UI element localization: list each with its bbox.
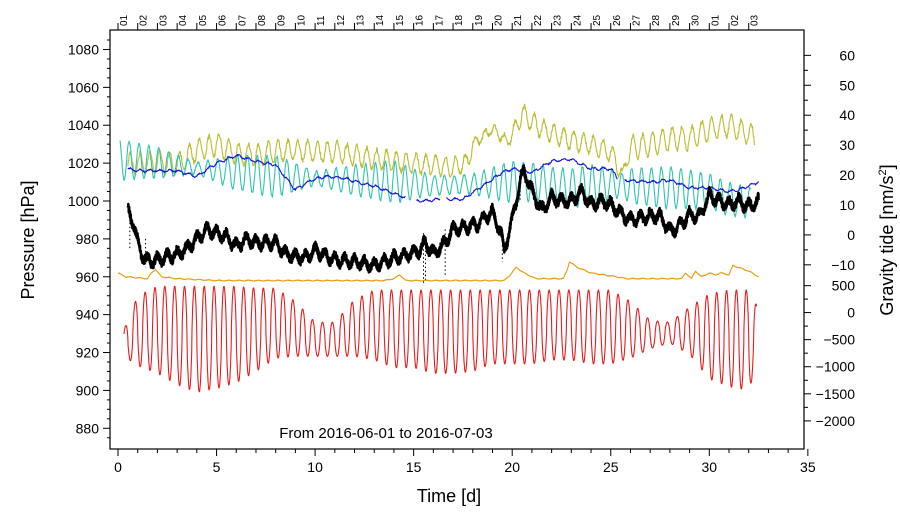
date-tick-label: 25	[592, 14, 603, 26]
date-tick-label: 23	[553, 14, 564, 26]
date-tick-label: 15	[395, 14, 406, 26]
date-tick-label: 14	[375, 14, 386, 26]
date-tick-label: 10	[296, 14, 307, 26]
date-tick-label: 03	[750, 14, 761, 26]
left-y-axis-title: Pressure [hPa]	[18, 180, 38, 299]
left-tick-label: 920	[76, 345, 100, 361]
date-tick-label: 01	[710, 14, 721, 26]
right-tick-label: −1500	[816, 386, 856, 402]
left-tick-label: 1060	[68, 79, 99, 95]
right-tick-label: 10	[839, 197, 855, 213]
date-tick-label: 20	[493, 14, 504, 26]
date-tick-label: 08	[257, 14, 268, 26]
date-tick-label: 17	[434, 14, 445, 26]
x-tick-label: 20	[504, 459, 520, 475]
right-tick-label: 0	[847, 305, 855, 321]
date-tick-label: 21	[513, 14, 524, 26]
date-tick-label: 22	[533, 14, 544, 26]
series-yellow-green	[127, 103, 756, 178]
series-red	[123, 285, 758, 393]
left-tick-label: 880	[76, 420, 100, 436]
left-tick-label: 900	[76, 382, 100, 398]
left-tick-label: 980	[76, 231, 100, 247]
date-tick-label: 27	[631, 14, 642, 26]
date-tick-label: 18	[454, 14, 465, 26]
left-tick-label: 1020	[68, 155, 99, 171]
date-tick-label: 03	[158, 14, 169, 26]
right-tick-label: 20	[839, 167, 855, 183]
x-tick-label: 10	[307, 459, 323, 475]
date-tick-label: 06	[218, 14, 229, 26]
date-tick-label: 09	[277, 14, 288, 26]
left-tick-label: 1040	[68, 117, 99, 133]
date-range-annotation: From 2016-06-01 to 2016-07-03	[279, 425, 492, 442]
right-tick-label: 60	[839, 47, 855, 63]
right-tick-label: −1000	[816, 359, 856, 375]
date-tick-label: 19	[474, 14, 485, 26]
date-tick-label: 29	[671, 14, 682, 26]
right-y-axis-title-main: Gravity tide [nm/s	[877, 176, 897, 316]
right-tick-label: −10	[831, 257, 855, 273]
left-tick-label: 1080	[68, 41, 99, 57]
series-orange	[117, 261, 759, 282]
date-tick-label: 05	[198, 14, 209, 26]
x-tick-label: 25	[603, 459, 619, 475]
x-tick-label: 5	[213, 459, 221, 475]
date-tick-label: 24	[572, 14, 583, 26]
date-tick-label: 02	[139, 14, 150, 26]
date-tick-label: 16	[415, 14, 426, 26]
date-tick-label: 30	[691, 14, 702, 26]
right-tick-label: 30	[839, 137, 855, 153]
date-tick-label: 26	[612, 14, 623, 26]
x-tick-label: 35	[800, 459, 816, 475]
x-axis-title: Time [d]	[417, 486, 481, 506]
series-black	[126, 164, 760, 274]
date-tick-label: 28	[651, 14, 662, 26]
series-layer	[117, 103, 760, 393]
right-tick-label: 0	[847, 227, 855, 243]
date-axis: 01 02 03 04 05 06 07 08 09 10 11 12 13 14 15 16 17 18 19 20…	[117, 14, 761, 30]
x-tick-label: 30	[702, 459, 718, 475]
x-tick-label: 0	[114, 459, 122, 475]
left-tick-label: 1000	[68, 193, 99, 209]
series-turquoise	[119, 140, 752, 219]
right-tick-label: −2000	[816, 413, 856, 429]
right-tick-label: 40	[839, 107, 855, 123]
series-blue	[127, 153, 760, 203]
date-tick-label: 04	[178, 14, 189, 26]
date-tick-label: 11	[316, 15, 327, 26]
right-y-axis: 60 50 40 30 20 10 0 −10 500 0 −500 −1000 −1500 −2000	[804, 47, 855, 429]
right-y-axis-title: Gravity tide [nm/s2]	[877, 164, 897, 315]
date-tick-label: 13	[356, 14, 367, 26]
left-tick-label: 960	[76, 269, 100, 285]
right-y-axis-title-close: ]	[877, 164, 897, 169]
right-tick-label: 500	[832, 278, 856, 294]
x-axis: 0 5 10 15 20 25 30 35	[114, 449, 816, 475]
date-tick-label: 12	[336, 14, 347, 26]
right-y-axis-title-superscript: 2	[877, 169, 889, 175]
x-tick-label: 15	[406, 459, 422, 475]
left-tick-label: 940	[76, 307, 100, 323]
left-y-axis: 880 900 920 940 960 980 1000 1020 1040 1060 1080	[68, 39, 110, 439]
date-tick-label: 07	[237, 14, 248, 26]
right-tick-label: −500	[823, 332, 855, 348]
plot-frame	[109, 29, 805, 450]
date-tick-label: 01	[119, 14, 130, 26]
date-tick-label: 02	[730, 14, 741, 26]
right-tick-label: 50	[839, 77, 855, 93]
